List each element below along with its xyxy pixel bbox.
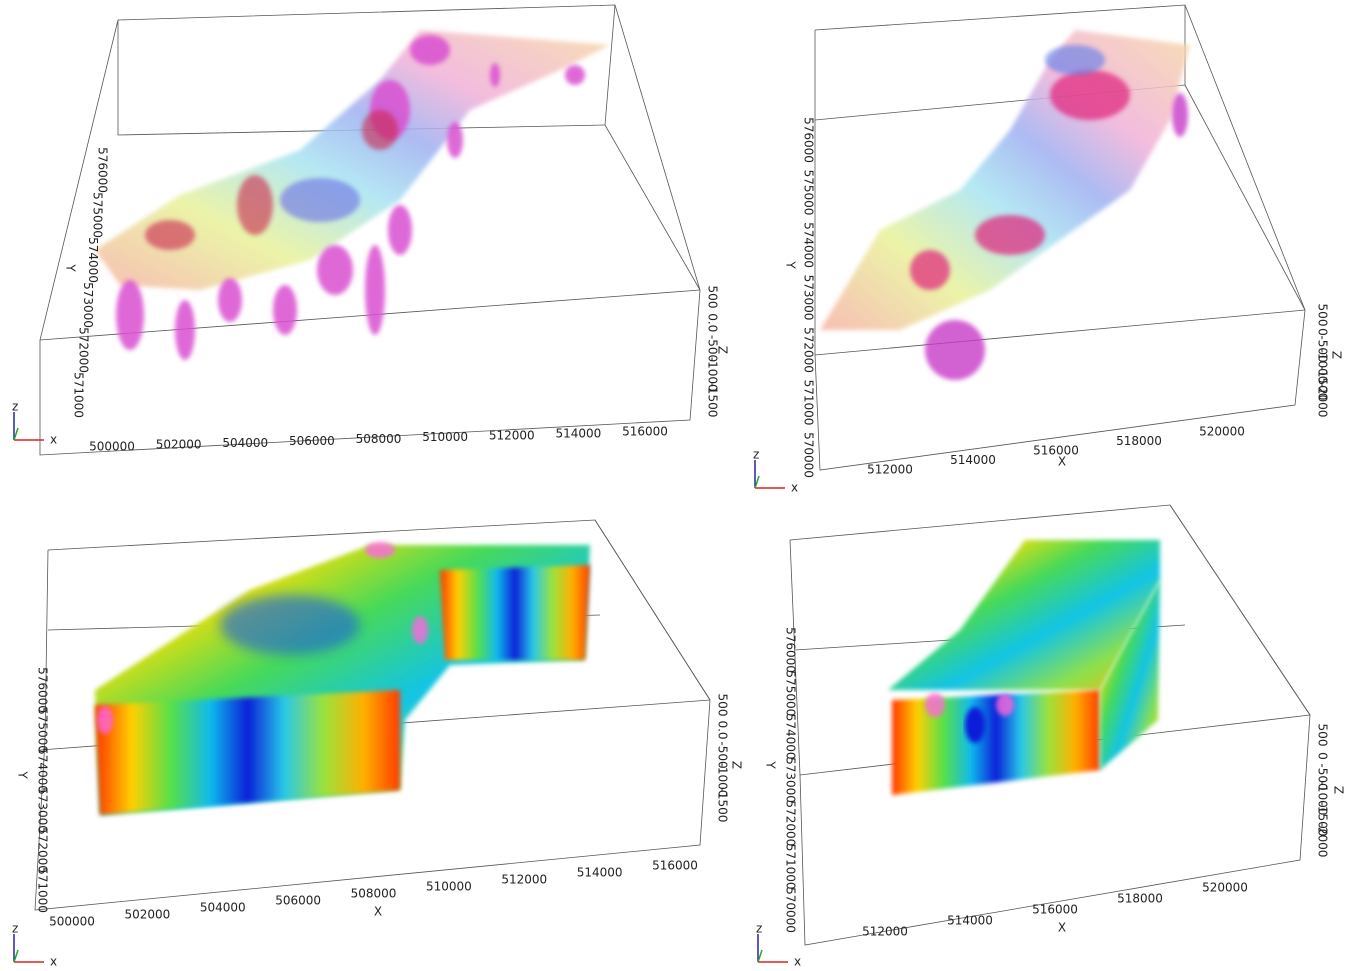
y-tick-label: 576000 (784, 627, 798, 673)
x-tick-label: 514000 (555, 426, 601, 440)
x-tick-label: 518000 (1117, 892, 1163, 906)
panel-1-surface (95, 30, 610, 360)
z-tick-label: 0 (1316, 752, 1330, 760)
y-tick-label: 574000 (86, 237, 100, 283)
triad-z-label: z (12, 400, 18, 414)
x-tick-label: 506000 (289, 434, 335, 448)
z-tick-label: 500 (1316, 304, 1330, 327)
z-axis-label: Z (1330, 351, 1344, 359)
x-tick-label: 520000 (1199, 425, 1245, 439)
z-axis-label: Z (716, 346, 730, 354)
z-tick-label: 500 (1316, 724, 1330, 747)
y-tick-label: 573000 (784, 757, 798, 803)
y-tick-label: 573000 (81, 282, 95, 328)
z-tick-label: 500 (716, 694, 730, 717)
z-tick-label: -500 (716, 741, 730, 768)
z-tick-label: 0.0 (706, 313, 720, 332)
y-tick-label: 570000 (784, 887, 798, 933)
x-tick-label: 512000 (867, 463, 913, 477)
y-tick-label: 576000 (802, 117, 816, 163)
panel-2-surface (820, 30, 1190, 380)
y-tick-label: 571000 (36, 867, 50, 913)
y-axis-label: Y (16, 770, 30, 779)
x-tick-label: 500000 (49, 915, 95, 929)
x-tick-label: 508000 (351, 887, 397, 901)
y-axis-label: Y (64, 263, 78, 272)
x-tick-label: 508000 (356, 432, 402, 446)
y-tick-label: 572000 (36, 827, 50, 873)
scene: 500000 502000 504000 506000 508000 510000 5120… (0, 0, 1348, 971)
y-tick-label: 576000 (96, 147, 110, 193)
triad-z-label: z (12, 922, 18, 936)
y-tick-label: 573000 (802, 275, 816, 321)
triad-x-label: x (50, 955, 57, 969)
triad-z-label: z (756, 922, 762, 936)
y-tick-label: 576000 (36, 667, 50, 713)
x-tick-label: 502000 (124, 908, 170, 922)
panel-3-surface (95, 542, 590, 815)
x-tick-label: 510000 (422, 430, 468, 444)
y-tick-label: 571000 (784, 844, 798, 890)
x-tick-label: 504000 (222, 436, 268, 450)
x-tick-label: 516000 (622, 425, 668, 439)
x-tick-label: 506000 (275, 894, 321, 908)
z-tick-label: -500 (1316, 763, 1330, 790)
z-tick-label: 500 (706, 286, 720, 309)
x-tick-label: 512000 (862, 925, 908, 939)
y-tick-label: 572000 (76, 327, 90, 373)
x-tick-label: 512000 (489, 428, 535, 442)
x-tick-label: 516000 (1033, 444, 1079, 458)
x-tick-label: 516000 (1032, 903, 1078, 917)
x-tick-label: 516000 (652, 859, 698, 873)
x-tick-label: 512000 (501, 873, 547, 887)
y-tick-label: 573000 (36, 787, 50, 833)
x-tick-label: 514000 (577, 866, 623, 880)
y-tick-label: 571000 (72, 372, 86, 418)
y-axis-label: Y (784, 260, 798, 269)
x-axis-label: X (374, 905, 382, 919)
x-tick-label: 520000 (1202, 881, 1248, 895)
triad-x-label: x (794, 955, 801, 969)
y-tick-label: 570000 (802, 432, 816, 478)
x-tick-label: 502000 (156, 438, 202, 452)
z-tick-label: 0 (1316, 328, 1330, 336)
triad-z-label: z (753, 448, 759, 462)
x-tick-label: 504000 (200, 901, 246, 915)
x-tick-label: 500000 (89, 440, 135, 454)
x-tick-label: 518000 (1116, 434, 1162, 448)
y-tick-label: 574000 (784, 714, 798, 760)
triad-x-label: x (791, 481, 798, 495)
z-axis-label: Z (730, 761, 744, 769)
y-tick-label: 572000 (784, 800, 798, 846)
triad-x-label: x (50, 433, 57, 447)
y-tick-label: 575000 (91, 192, 105, 238)
x-axis-label: X (1058, 921, 1066, 935)
panel-4-surface (888, 540, 1160, 795)
y-tick-label: 575000 (36, 707, 50, 753)
y-tick-label: 575000 (802, 170, 816, 216)
y-tick-label: 574000 (36, 747, 50, 793)
x-tick-label: 514000 (947, 914, 993, 928)
x-tick-label: 514000 (950, 453, 996, 467)
z-tick-label: 0.0 (716, 720, 730, 739)
x-axis-label: X (1058, 455, 1066, 469)
y-tick-label: 571000 (802, 380, 816, 426)
y-tick-label: 572000 (802, 327, 816, 373)
z-tick-label: -500 (1316, 335, 1330, 362)
x-tick-label: 510000 (426, 880, 472, 894)
y-axis-label: Y (764, 760, 778, 769)
z-axis-label: Z (1332, 786, 1346, 794)
y-tick-label: 574000 (802, 222, 816, 268)
y-tick-label: 575000 (784, 670, 798, 716)
